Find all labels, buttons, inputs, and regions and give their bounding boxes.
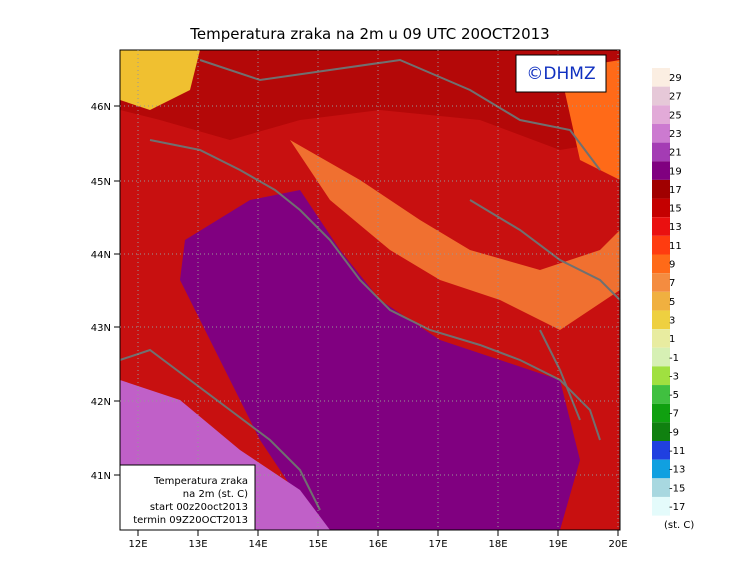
color-swatch [652,68,670,87]
color-swatch [652,310,670,330]
color-swatch [652,217,670,236]
lat-label: 42N [91,397,111,408]
color-swatch [652,403,670,423]
color-swatch [652,385,670,404]
legend-label: 17 [669,185,682,196]
lon-label: 17E [428,539,447,550]
color-swatch [652,329,670,348]
legend-label: -9 [669,427,679,438]
color-swatch [652,422,670,441]
coastline [119,139,601,511]
color-swatch [652,235,670,255]
lon-label: 13E [188,539,207,550]
map [119,49,621,531]
legend-label: -11 [669,446,685,457]
color-swatch [652,273,670,292]
color-swatch [652,496,670,516]
alps-cold [120,50,200,110]
legend-label: 7 [669,278,675,289]
legend-label: 25 [669,110,682,121]
lat-label: 46N [91,102,111,113]
legend-label: 9 [669,260,675,271]
legend-label: 11 [669,241,682,252]
legend-label: 21 [669,148,682,159]
legend-label: 3 [669,315,675,326]
info-box [119,464,256,531]
color-swatch [652,291,670,311]
legend-label: 27 [669,92,682,103]
legend-label: -3 [669,371,679,382]
lon-label: 12E [128,539,147,550]
color-swatch [652,198,670,218]
lon-label: 16E [368,539,387,550]
legend-label: -7 [669,409,679,420]
legend-label: -1 [669,353,679,364]
legend-label: -17 [669,502,685,513]
info-line: Temperatura zraka [153,476,248,487]
legend-label: 15 [669,204,682,215]
color-swatch [652,459,670,479]
color-swatch [652,254,670,274]
legend-label: -15 [669,483,685,494]
lat-label: 43N [91,323,111,334]
logo: ©DHMZ [526,64,595,84]
sea-warm [180,190,580,530]
color-swatch [652,366,670,386]
color-swatch [652,123,670,143]
legend-label: 1 [669,334,675,345]
legend-label: 23 [669,129,682,140]
info-line: start 00z20oct2013 [150,502,248,513]
legend-label: -13 [669,465,685,476]
lat-label: 44N [91,250,111,261]
colorbar: 29 27 25 23 21 19 17 15 13 11 9 7 5 3 1 -1 -3 -5 -7 -9 -11 -1… [652,68,694,531]
info-line: termin 09Z20OCT2013 [133,515,248,526]
legend-label: 5 [669,297,675,308]
info-line: na 2m (st. C) [183,489,248,500]
color-swatch [652,347,670,367]
title: Temperatura zraka na 2m u 09 UTC 20OCT20… [189,25,549,43]
color-swatch [652,478,670,497]
lat-label: 41N [91,471,111,482]
info-text: Temperatura zraka na 2m (st. C) start 00z2… [133,476,248,526]
color-swatch [652,161,670,180]
lat-label: 45N [91,177,111,188]
map-frame [119,49,621,531]
legend-label: 13 [669,222,682,233]
lon-label: 19E [548,539,567,550]
graticule: 46N 45N 44N 43N 42N 41N 12E 13E 14E 15E 16E 17E 18E 1… [91,50,628,550]
color-swatch [652,142,670,162]
lon-label: 18E [488,539,507,550]
color-swatch [652,441,670,460]
legend-unit: (st. C) [664,520,694,531]
lon-label: 15E [308,539,327,550]
legend-label: -5 [669,390,679,401]
lon-label: 20E [608,539,627,550]
dinaric-cool [290,140,620,330]
legend-label: 19 [669,166,682,177]
lon-label: 14E [248,539,267,550]
legend-label: 29 [669,73,682,84]
color-swatch [652,179,670,199]
borders [199,58,621,421]
color-swatch [652,105,670,124]
color-swatch [652,86,670,106]
logo-box [515,54,607,93]
